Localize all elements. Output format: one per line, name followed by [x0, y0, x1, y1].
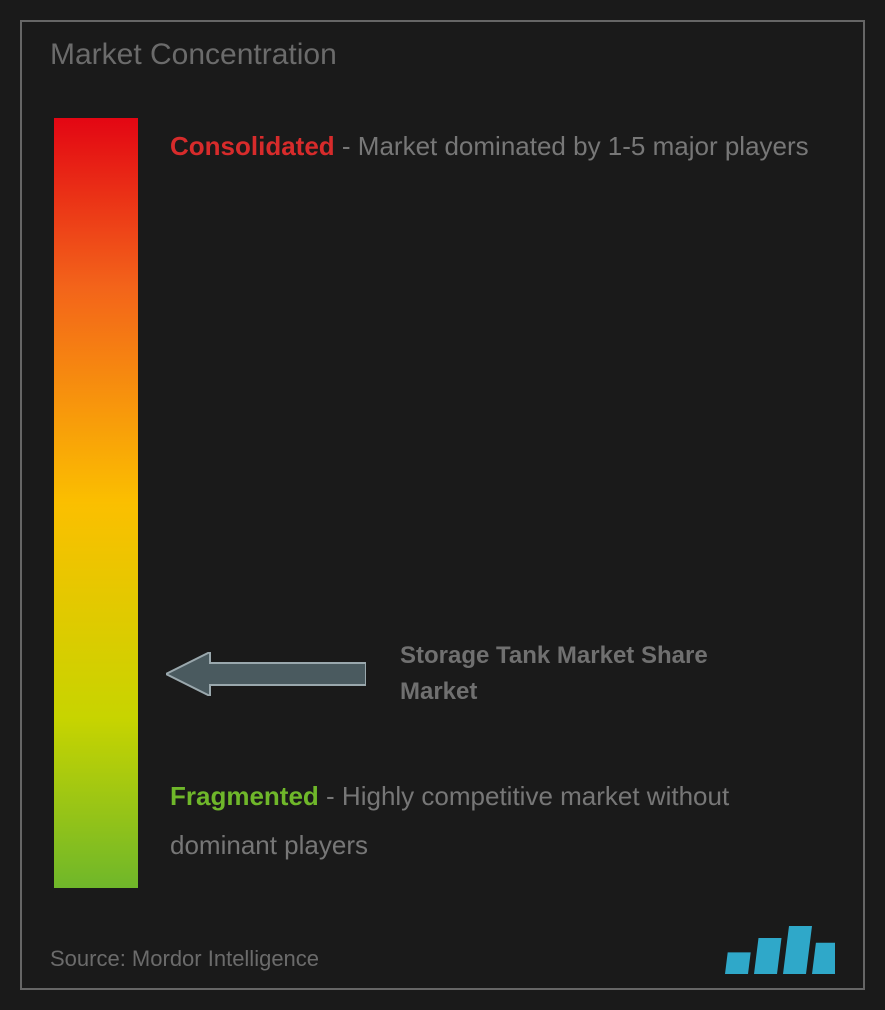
page-title: Market Concentration — [50, 38, 337, 72]
logo-bar — [783, 926, 812, 974]
fragmented-keyword: Fragmented — [170, 781, 319, 811]
market-name: Storage Tank Market Share Market — [400, 638, 760, 710]
source-attribution: Source: Mordor Intelligence — [50, 946, 319, 972]
market-pointer: Storage Tank Market Share Market — [166, 638, 760, 710]
infographic-frame: Market Concentration Consolidated - Mark… — [20, 20, 865, 990]
consolidated-label: Consolidated - Market dominated by 1-5 m… — [170, 122, 810, 171]
arrow-left-icon — [166, 652, 366, 696]
mordor-logo-icon — [725, 926, 835, 974]
logo-bar — [812, 943, 835, 974]
logo-bar — [754, 938, 782, 974]
concentration-gradient-bar — [54, 118, 138, 888]
fragmented-label: Fragmented - Highly competitive market w… — [170, 772, 830, 871]
logo-bar — [725, 952, 751, 974]
consolidated-keyword: Consolidated — [170, 131, 335, 161]
consolidated-description: - Market dominated by 1-5 major players — [342, 131, 809, 161]
